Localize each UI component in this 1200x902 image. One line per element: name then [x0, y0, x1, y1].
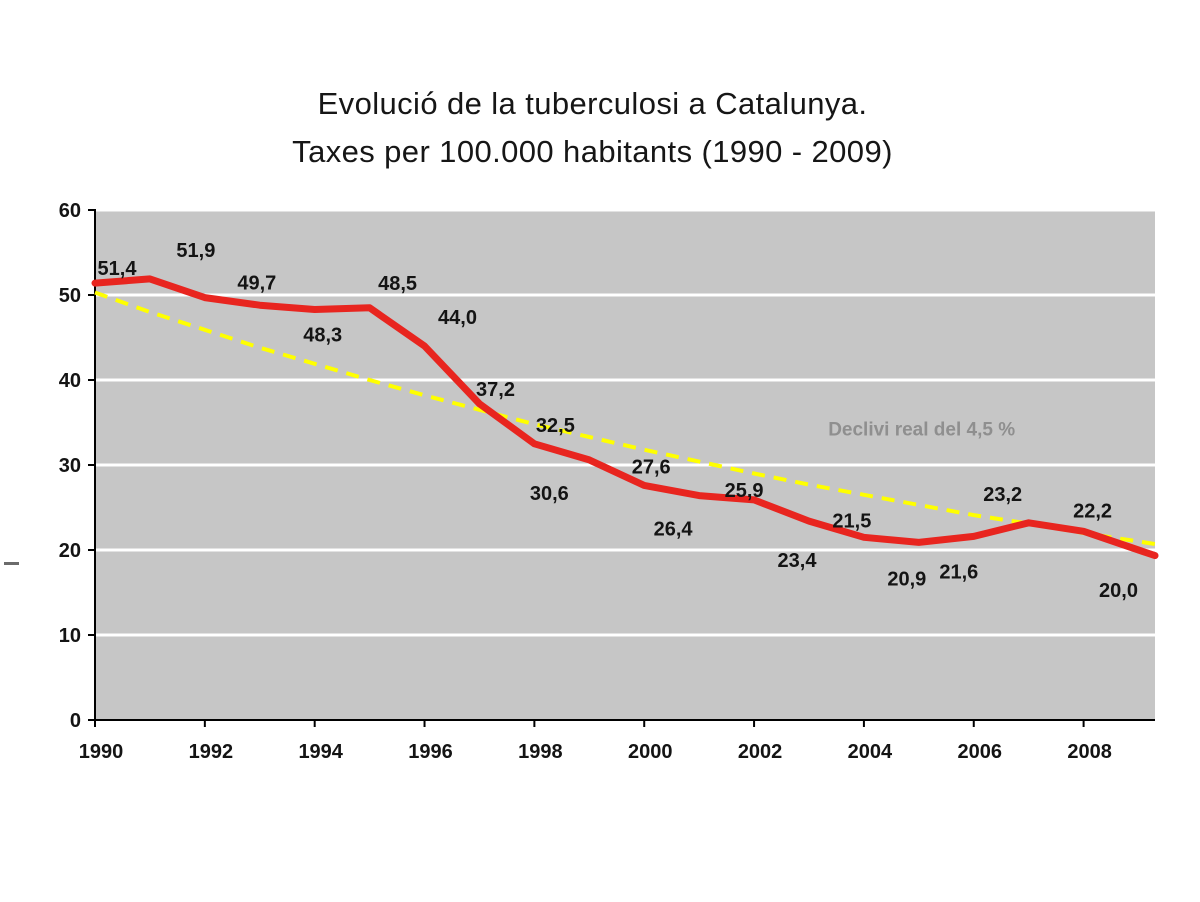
x-tick-label-1990: 1990: [79, 741, 124, 763]
y-tick-label-0: 0: [70, 710, 81, 732]
point-label-2002: 25,9: [725, 480, 764, 502]
point-label-1991: 51,9: [176, 240, 215, 262]
x-tick-label-1996: 1996: [408, 741, 453, 763]
y-tick-label-40: 40: [59, 370, 81, 392]
x-tick-label-1992: 1992: [189, 741, 234, 763]
x-tick-label-2006: 2006: [958, 741, 1003, 763]
x-tick-label-1998: 1998: [518, 741, 563, 763]
y-tick-label-60: 60: [59, 200, 81, 222]
data-line: [91, 275, 1159, 560]
point-label-1994: 48,3: [303, 325, 342, 347]
y-tick-label-50: 50: [59, 285, 81, 307]
point-label-1997: 37,2: [476, 379, 515, 401]
x-tick-label-2000: 2000: [628, 741, 673, 763]
point-label-2006: 21,6: [939, 561, 978, 583]
y-tick-label-20: 20: [59, 540, 81, 562]
y-tick-label-10: 10: [59, 625, 81, 647]
left-edge-stray-mark: [4, 562, 19, 565]
point-label-2003: 23,4: [778, 550, 818, 572]
point-label-2005: 20,9: [887, 568, 926, 590]
trend-annotation: Declivi real del 4,5 %: [828, 419, 1015, 440]
point-label-2000: 27,6: [632, 456, 671, 478]
point-label-1999: 30,6: [530, 483, 569, 505]
x-tick-label-2008: 2008: [1067, 741, 1112, 763]
chart-title-line2: Taxes per 100.000 habitants (1990 - 2009…: [292, 134, 893, 169]
chart-title-line1: Evolució de la tuberculosi a Catalunya.: [317, 86, 868, 121]
point-label-1996: 44,0: [438, 307, 477, 329]
point-label-1990: 51,4: [98, 258, 138, 280]
point-label-2007: 23,2: [983, 484, 1022, 506]
point-label-1995: 48,5: [378, 273, 417, 295]
point-label-2009: 20,0: [1099, 580, 1138, 602]
point-label-1998: 32,5: [536, 415, 575, 437]
x-tick-label-2002: 2002: [738, 741, 783, 763]
point-label-2004: 21,5: [832, 510, 871, 532]
y-tick-label-30: 30: [59, 455, 81, 477]
x-tick-label-1994: 1994: [298, 741, 343, 763]
chart-title: Evolució de la tuberculosi a Catalunya. …: [0, 80, 1185, 176]
point-label-1992: 49,7: [237, 273, 276, 295]
point-label-2001: 26,4: [654, 519, 694, 541]
x-tick-label-2004: 2004: [848, 741, 893, 763]
point-label-2008: 22,2: [1073, 500, 1112, 522]
